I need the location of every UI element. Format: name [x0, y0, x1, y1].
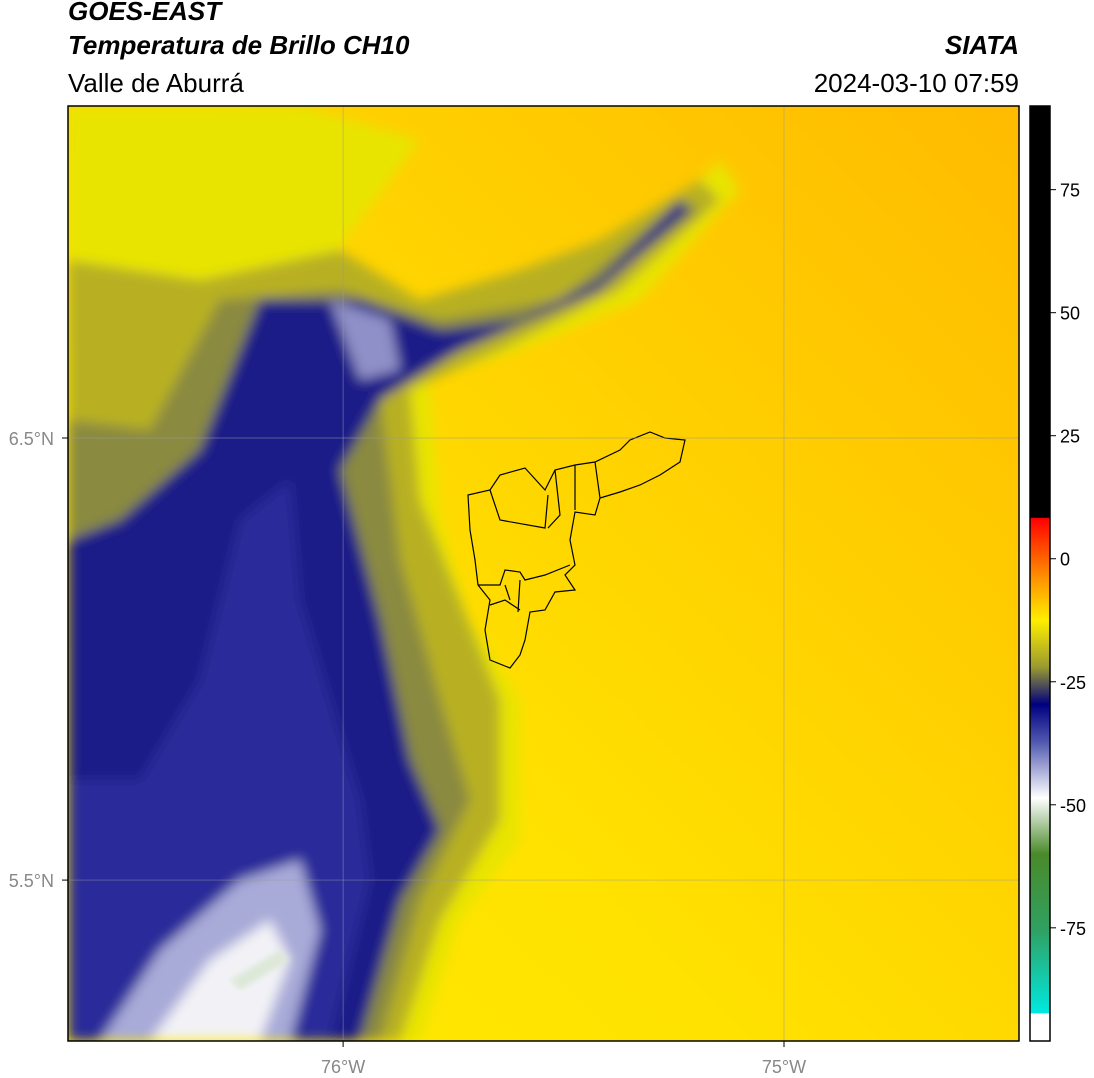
colorbar [1029, 105, 1051, 1042]
grid [68, 106, 1019, 1041]
x-tick-label: 75°W [762, 1057, 806, 1077]
y-tick-label: 5.5°N [9, 871, 54, 891]
agency-title: SIATA [945, 30, 1019, 60]
colorbar-tick-label: -75 [1060, 919, 1086, 939]
colorbar-tick-label: 75 [1060, 181, 1080, 201]
colorbar-tick-label: 0 [1060, 550, 1070, 570]
satellite-title: GOES-EAST [68, 0, 223, 26]
colorbar-tick-label: 50 [1060, 304, 1080, 324]
datetime: 2024-03-10 07:59 [814, 68, 1019, 98]
region-title: Valle de Aburrá [68, 68, 244, 98]
map-frame [67, 105, 1020, 1042]
product-title: Temperatura de Brillo CH10 [68, 30, 410, 60]
colorbar-tick-label: -25 [1060, 673, 1086, 693]
satellite-image [68, 106, 1019, 1041]
y-tick-label: 6.5°N [9, 429, 54, 449]
aburra-valley-outline [467, 431, 686, 669]
colorbar-tick-label: 25 [1060, 427, 1080, 447]
x-tick-label: 76°W [321, 1057, 365, 1077]
colorbar-tick-label: -50 [1060, 796, 1086, 816]
